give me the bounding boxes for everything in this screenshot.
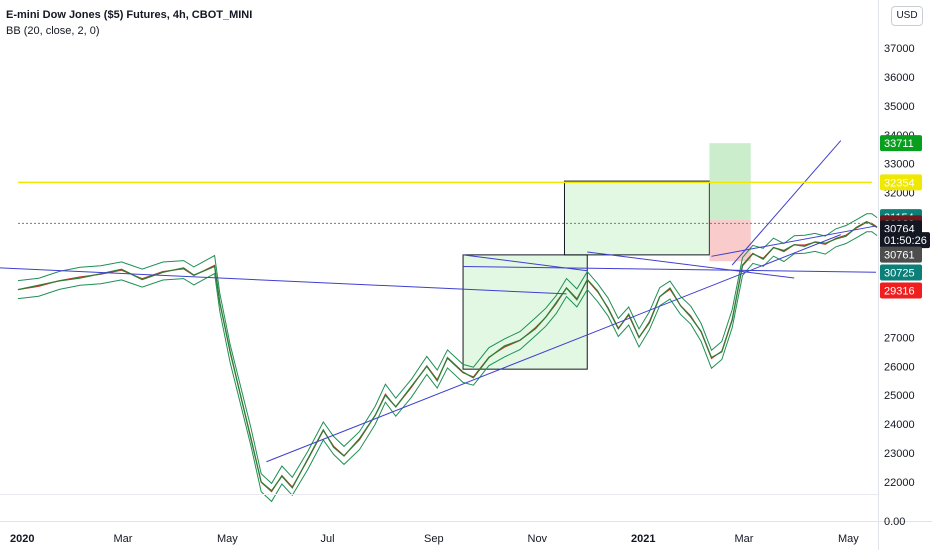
indicator-legend[interactable]: BB (20, close, 2, 0) <box>6 25 100 37</box>
time-tick-label: Mar <box>735 533 754 545</box>
price-tick-label: 0.00 <box>884 516 905 528</box>
drawing-box-0[interactable] <box>462 254 588 370</box>
price-tag <box>880 246 922 263</box>
price-tick-label: 26000 <box>884 361 915 373</box>
price-tick-label: 33000 <box>884 159 915 171</box>
trend-line-6[interactable] <box>463 265 877 273</box>
time-tick-label: May <box>217 533 238 545</box>
trend-line-3[interactable] <box>587 251 795 279</box>
price-tag-label: 30761 <box>884 250 915 262</box>
trend-line-5[interactable] <box>731 140 842 266</box>
price-tag <box>880 264 922 281</box>
price-tag-label: 29316 <box>884 285 915 297</box>
rectangle-drawings <box>462 143 751 370</box>
time-tick-label: Mar <box>114 533 133 545</box>
currency-button[interactable]: USD <box>891 6 923 26</box>
price-tag-label: 33711 <box>884 138 914 150</box>
price-tick-label: 25000 <box>884 390 915 402</box>
time-tick-label: Jul <box>321 533 335 545</box>
drawing-box-2[interactable] <box>709 143 751 221</box>
price-tick-label: 36000 <box>884 72 915 84</box>
price-tick-label: 24000 <box>884 419 915 431</box>
trend-lines <box>0 140 877 463</box>
time-tick-label: May <box>838 533 859 545</box>
time-tick-label: Nov <box>528 533 548 545</box>
price-line <box>17 220 878 492</box>
price-tick-label: 37000 <box>884 43 915 55</box>
bb-upper-band <box>17 213 878 485</box>
chart-title: E-mini Dow Jones ($5) Futures, 4h, CBOT_… <box>6 9 253 21</box>
price-tick-label: 22000 <box>884 477 915 489</box>
time-tick-label: 2020 <box>10 533 34 545</box>
time-axis[interactable]: 2020 Mar May Jul Sep Nov 2021 Mar May <box>10 533 859 545</box>
trend-line-4[interactable] <box>711 225 877 257</box>
trend-line-0[interactable] <box>0 267 567 295</box>
time-tick-label: Sep <box>424 533 444 545</box>
price-series <box>17 220 878 492</box>
price-tag <box>880 174 922 191</box>
price-tag <box>880 232 930 249</box>
price-tag-label: 30725 <box>884 268 915 280</box>
price-labels: 337113235431154309393076401:50:263076130… <box>880 135 930 299</box>
drawing-box-1[interactable] <box>563 180 710 256</box>
time-tick-label: 2021 <box>631 533 655 545</box>
price-tick-label: 32000 <box>884 188 915 200</box>
trend-line-1[interactable] <box>266 234 842 463</box>
bb-lower-band <box>17 231 878 503</box>
price-tag <box>880 282 922 299</box>
price-tag <box>880 135 922 152</box>
price-tag-label: 01:50:26 <box>884 235 927 247</box>
price-tag-label: 32354 <box>884 177 915 189</box>
price-tick-label: 35000 <box>884 101 915 113</box>
drawing-box-3[interactable] <box>709 220 751 262</box>
price-tick-label: 27000 <box>884 332 915 344</box>
price-tick-label: 23000 <box>884 448 915 460</box>
